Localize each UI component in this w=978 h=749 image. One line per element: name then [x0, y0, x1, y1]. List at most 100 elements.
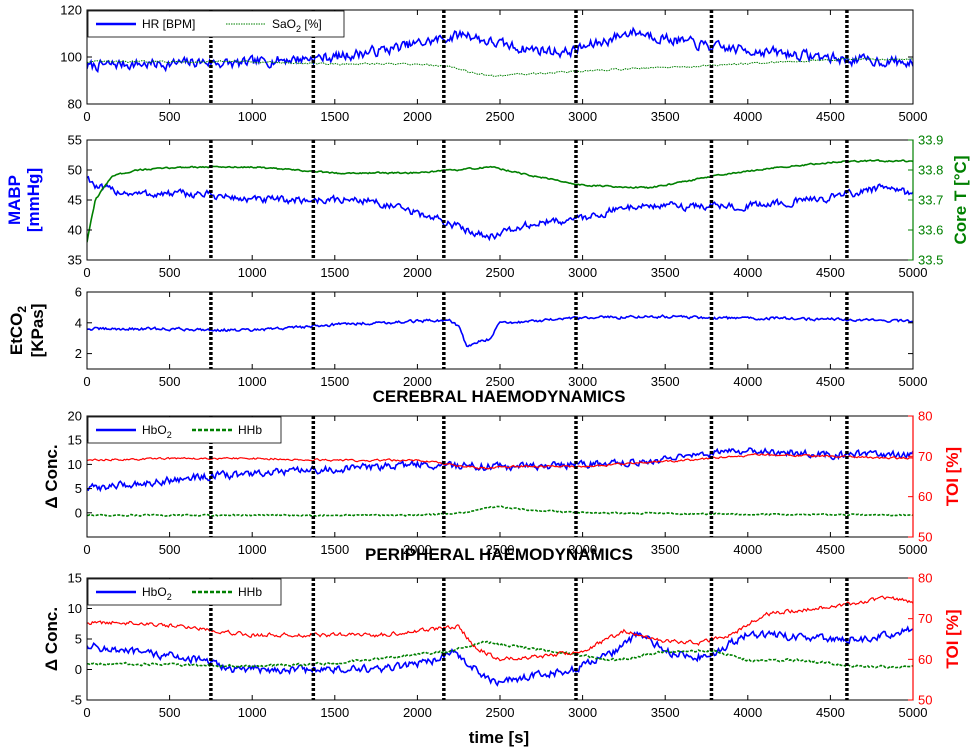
legend: HR [BPM] SaO2 [%]	[87, 10, 345, 38]
panel-4: 0 500 1000 1500 2000 2500 3000 3500 4000 4500 5000…	[42, 409, 962, 558]
x-tick-label: 2000	[403, 542, 432, 557]
legend-label: SaO2 [%]	[272, 17, 322, 34]
x-tick-label: 4000	[733, 265, 762, 280]
y-axis-label: MABP[mmHg]	[5, 168, 43, 232]
y-tick-label: 10	[68, 457, 82, 472]
panel-1: 0 500 1000 1500 2000 2500 3000 3500 4000 4500 5000…	[60, 3, 927, 125]
x-tick-label: 5000	[899, 374, 928, 389]
y-tick-label: 50	[68, 163, 82, 178]
x-tick-label: 500	[159, 542, 181, 557]
x-tick-label: 500	[159, 705, 181, 720]
x-tick-label: 4000	[733, 374, 762, 389]
x-tick-label: 0	[83, 705, 90, 720]
panel-5: 0 500 1000 1500 2000 2500 3000 3500 4000 4500 5000…	[42, 571, 962, 721]
y-tick-label: 20	[68, 409, 82, 424]
y2-axis-label: TOI [%]	[943, 447, 962, 506]
x-tick-label: 4500	[816, 705, 845, 720]
x-tick-label: 0	[83, 542, 90, 557]
x-tick-label: 1500	[320, 374, 349, 389]
series-mabp	[87, 175, 913, 242]
y-tick-label: -5	[70, 693, 82, 708]
legend: HbO2 HHb	[87, 416, 282, 444]
x-tick-label: 1500	[320, 109, 349, 124]
x-tick-label: 1000	[238, 109, 267, 124]
y2-tick-label: 70	[918, 449, 932, 464]
x-tick-label: 2500	[486, 265, 515, 280]
x-tick-label: 2500	[486, 109, 515, 124]
x-tick-label: 3500	[651, 109, 680, 124]
panel-2: 0 500 1000 1500 2000 2500 3000 3500 4000 4500 5000…	[5, 133, 970, 281]
y-tick-label: 0	[75, 662, 82, 677]
x-tick-label: 4500	[816, 265, 845, 280]
legend-label: HbO2	[142, 585, 172, 602]
y-tick-label: 100	[60, 50, 82, 65]
y-tick-label: 10	[68, 601, 82, 616]
y-tick-label: 4	[75, 315, 82, 330]
x-tick-label: 1000	[238, 705, 267, 720]
x-tick-label: 3500	[651, 705, 680, 720]
y2-tick-label: 60	[918, 652, 932, 667]
x-tick-label: 5000	[899, 542, 928, 557]
series-sao2-	[87, 57, 913, 77]
x-tick-label: 5000	[899, 705, 928, 720]
y2-tick-label: 33.9	[918, 133, 943, 148]
y2-axis-label: Core T [°C]	[951, 156, 970, 245]
y2-axis-label: TOI [%]	[943, 609, 962, 668]
x-tick-label: 3500	[651, 374, 680, 389]
x-tick-label: 3000	[568, 542, 597, 557]
x-tick-label: 3500	[651, 265, 680, 280]
y2-tick-label: 60	[918, 489, 932, 504]
y2-tick-label: 80	[918, 409, 932, 424]
x-tick-label: 1000	[238, 374, 267, 389]
x-tick-label: 2000	[403, 265, 432, 280]
cerebral-title: CEREBRAL HAEMODYNAMICS	[373, 387, 626, 406]
series-hhb	[87, 640, 913, 669]
x-tick-label: 1500	[320, 705, 349, 720]
y-tick-label: 6	[75, 285, 82, 300]
legend-label: HHb	[238, 585, 262, 599]
y-tick-label: 15	[68, 433, 82, 448]
x-tick-label: 500	[159, 265, 181, 280]
y-axis-label: Δ Conc.	[42, 607, 61, 671]
x-tick-label: 0	[83, 374, 90, 389]
y-tick-label: 2	[75, 346, 82, 361]
x-tick-label: 1000	[238, 265, 267, 280]
x-tick-label: 4000	[733, 542, 762, 557]
x-tick-label: 5000	[899, 265, 928, 280]
x-tick-label: 500	[159, 374, 181, 389]
y2-tick-label: 33.8	[918, 163, 943, 178]
y2-tick-label: 50	[918, 693, 932, 708]
x-tick-label: 0	[83, 109, 90, 124]
x-axis-label: time [s]	[469, 728, 529, 747]
y2-tick-label: 50	[918, 530, 932, 545]
y-tick-label: 80	[68, 97, 82, 112]
legend-label: HbO2	[142, 423, 172, 440]
x-tick-label: 2000	[403, 374, 432, 389]
y-tick-label: 0	[75, 505, 82, 520]
x-tick-label: 2500	[486, 705, 515, 720]
y-axis-label: EtCO2[KPas]	[7, 304, 47, 358]
y2-tick-label: 70	[918, 611, 932, 626]
y2-tick-label: 33.6	[918, 223, 943, 238]
series-toi	[87, 595, 913, 662]
y-axis-label: Δ Conc.	[42, 444, 61, 508]
x-tick-label: 2000	[403, 109, 432, 124]
series-core-t	[87, 159, 913, 243]
panel-3: 0 500 1000 1500 2000 2500 3000 3500 4000 4500 5000…	[7, 285, 927, 390]
y2-tick-label: 33.7	[918, 193, 943, 208]
x-tick-label: 4500	[816, 109, 845, 124]
y2-tick-label: 80	[918, 571, 932, 586]
x-tick-label: 2500	[486, 374, 515, 389]
x-tick-label: 1500	[320, 265, 349, 280]
x-tick-label: 4000	[733, 109, 762, 124]
y-tick-label: 45	[68, 193, 82, 208]
y-tick-label: 5	[75, 632, 82, 647]
peripheral-title: PERIPHERAL HAEMODYNAMICS	[365, 545, 633, 564]
x-tick-label: 3000	[568, 705, 597, 720]
legend: HbO2 HHb	[87, 578, 282, 606]
y-tick-label: 35	[68, 253, 82, 268]
series-toi	[87, 453, 913, 470]
x-tick-label: 4500	[816, 542, 845, 557]
x-tick-label: 1000	[238, 542, 267, 557]
